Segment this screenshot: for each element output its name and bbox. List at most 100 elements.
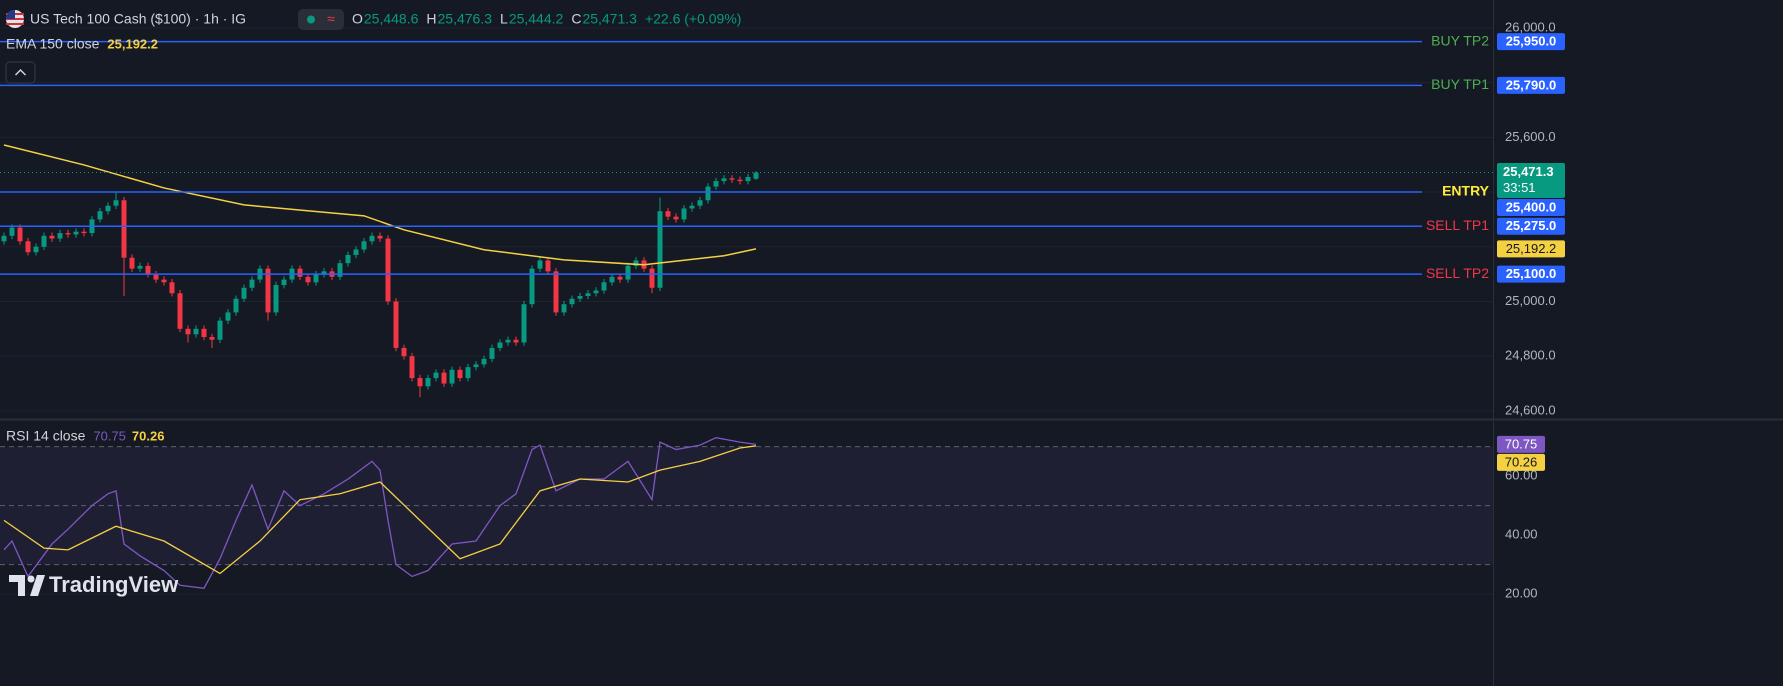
candle-body: [617, 276, 623, 280]
candle-body: [241, 287, 247, 299]
candle-body: [321, 271, 327, 275]
y-tick-label: 24,800.0: [1505, 348, 1556, 363]
candle-body: [737, 179, 743, 182]
rsi-badge: [1497, 453, 1545, 471]
candle-body: [201, 328, 207, 338]
candle-body: [457, 369, 463, 379]
candle-body: [233, 298, 239, 313]
rsi-legend-value: 70.26: [132, 428, 165, 443]
candle-body: [649, 268, 655, 288]
candle-body: [585, 293, 591, 296]
ohlc-label: C: [571, 11, 581, 27]
candle-body: [417, 378, 423, 387]
rsi-badge: [1497, 435, 1545, 453]
candle-body: [681, 208, 687, 220]
candle-body: [553, 271, 559, 313]
candle-body: [377, 235, 383, 239]
candle-body: [97, 211, 103, 220]
collapse-button[interactable]: [5, 61, 36, 84]
candle-body: [697, 200, 703, 206]
candle-body: [1, 235, 7, 242]
candle-body: [449, 369, 455, 384]
level-value-label: 25,790.0: [1506, 77, 1557, 92]
candle-body: [569, 298, 575, 305]
rsi-legend-title: RSI 14 close: [6, 428, 86, 444]
y-tick-label: 25,600.0: [1505, 129, 1556, 144]
level-value-label: 25,100.0: [1506, 266, 1557, 281]
candle-body: [265, 268, 271, 313]
rsi-legend-value: 70.75: [93, 428, 126, 443]
candle-body: [273, 285, 279, 313]
ohlc-value: 25,476.3: [438, 11, 493, 27]
watermark: TradingView: [49, 572, 179, 597]
candle-body: [337, 263, 343, 277]
candle-body: [705, 186, 711, 201]
candle-body: [65, 233, 71, 235]
candle-body: [17, 227, 23, 242]
candle-body: [497, 342, 503, 348]
ohlc-label: O: [352, 11, 363, 27]
level-label: SELL TP1: [1426, 217, 1489, 233]
candle-body: [529, 268, 535, 305]
candle-body: [185, 328, 191, 335]
level-label: SELL TP2: [1426, 265, 1489, 281]
candle-body: [209, 337, 215, 340]
candle-body: [49, 235, 55, 239]
candle-body: [745, 176, 751, 182]
ema-legend-title: EMA 150 close: [6, 36, 100, 52]
candle-body: [729, 178, 735, 180]
svg-text:≈: ≈: [327, 11, 335, 27]
level-value-label: 25,275.0: [1506, 218, 1557, 233]
candle-body: [313, 274, 319, 283]
symbol-flag: [6, 10, 24, 28]
candle-body: [217, 320, 223, 340]
candle-body: [713, 181, 719, 187]
candle-body: [169, 282, 175, 294]
rsi-line: [3, 445, 757, 575]
candle-body: [665, 211, 671, 217]
rsi-value-label: 70.75: [1505, 436, 1538, 451]
level-value-label: 25,950.0: [1506, 34, 1557, 49]
candle-body: [633, 260, 639, 266]
candle-body: [505, 339, 511, 343]
candle-body: [345, 254, 351, 264]
candle-body: [609, 276, 615, 283]
candle-body: [721, 178, 727, 182]
candle-body: [129, 257, 135, 269]
ema-line: [3, 144, 757, 266]
rsi-line: [3, 437, 757, 589]
chart-title: US Tech 100 Cash ($100) · 1h · IG: [30, 11, 246, 27]
ohlc-label: L: [500, 11, 508, 27]
candle-body: [481, 358, 487, 365]
y-tick-label: 60.00: [1505, 468, 1538, 483]
candle-body: [57, 233, 63, 239]
candle-body: [673, 216, 679, 220]
ohlc-value: 25,444.2: [509, 11, 564, 27]
candle-body: [425, 378, 431, 387]
candle-body: [601, 282, 607, 291]
ohlc-value: 25,448.6: [364, 11, 419, 27]
candle-body: [441, 372, 447, 384]
candle-body: [625, 265, 631, 280]
level-label: ENTRY: [1442, 183, 1490, 199]
candle-body: [137, 265, 143, 269]
candle-body: [537, 260, 543, 269]
level-badge: [1497, 76, 1565, 94]
candle-body: [489, 347, 495, 359]
candle-body: [361, 241, 367, 250]
candle-body: [385, 238, 391, 302]
watermark-logo: [9, 575, 45, 596]
y-tick-label: 24,600.0: [1505, 402, 1556, 417]
level-badge: [1497, 265, 1565, 283]
candle-body: [521, 304, 527, 343]
candle-body: [657, 211, 663, 288]
candle-body: [473, 364, 479, 368]
ohlc-value: 25,471.3: [582, 11, 637, 27]
ema-legend-value: 25,192.2: [107, 36, 158, 51]
ema-value-label: 25,192.2: [1506, 241, 1557, 256]
y-tick-label: 26,000.0: [1505, 19, 1556, 34]
y-tick-label: 25,000.0: [1505, 293, 1556, 308]
last-price-badge: [1497, 163, 1565, 199]
